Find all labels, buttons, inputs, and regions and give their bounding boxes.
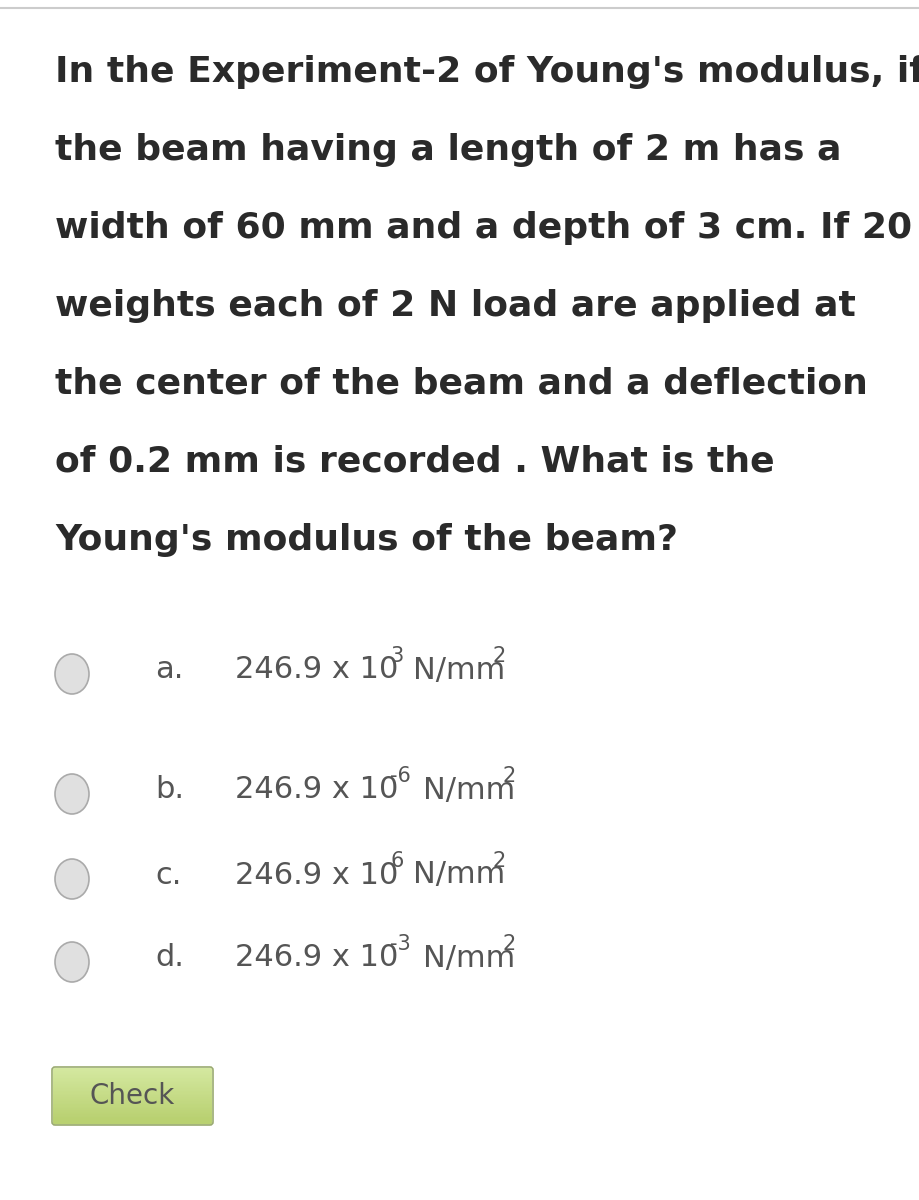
Text: 2: 2	[493, 646, 506, 666]
FancyBboxPatch shape	[53, 1078, 212, 1082]
Ellipse shape	[55, 654, 89, 694]
FancyBboxPatch shape	[53, 1085, 212, 1091]
FancyBboxPatch shape	[53, 1086, 212, 1092]
Text: -6: -6	[390, 766, 411, 786]
FancyBboxPatch shape	[53, 1097, 212, 1103]
Text: 2: 2	[493, 851, 506, 871]
Text: c.: c.	[155, 860, 181, 889]
FancyBboxPatch shape	[53, 1102, 212, 1108]
FancyBboxPatch shape	[53, 1079, 212, 1085]
FancyBboxPatch shape	[53, 1109, 212, 1114]
FancyBboxPatch shape	[53, 1080, 212, 1086]
Text: 246.9 x 10: 246.9 x 10	[235, 775, 398, 804]
FancyBboxPatch shape	[53, 1111, 212, 1117]
FancyBboxPatch shape	[53, 1103, 212, 1109]
FancyBboxPatch shape	[53, 1117, 212, 1123]
Text: N/mm: N/mm	[423, 775, 516, 804]
Ellipse shape	[55, 774, 89, 814]
FancyBboxPatch shape	[53, 1118, 212, 1124]
FancyBboxPatch shape	[53, 1092, 212, 1097]
FancyBboxPatch shape	[53, 1114, 212, 1120]
FancyBboxPatch shape	[53, 1069, 212, 1075]
FancyBboxPatch shape	[53, 1070, 212, 1076]
Text: the center of the beam and a deflection: the center of the beam and a deflection	[55, 367, 868, 401]
Text: b.: b.	[155, 775, 184, 804]
FancyBboxPatch shape	[53, 1090, 212, 1096]
FancyBboxPatch shape	[53, 1096, 212, 1102]
FancyBboxPatch shape	[53, 1110, 212, 1115]
Text: Check: Check	[90, 1082, 176, 1110]
FancyBboxPatch shape	[53, 1116, 212, 1122]
FancyBboxPatch shape	[53, 1087, 212, 1093]
FancyBboxPatch shape	[53, 1088, 212, 1094]
FancyBboxPatch shape	[53, 1081, 212, 1087]
FancyBboxPatch shape	[53, 1099, 212, 1105]
FancyBboxPatch shape	[53, 1084, 212, 1090]
Text: of 0.2 mm is recorded . What is the: of 0.2 mm is recorded . What is the	[55, 445, 775, 479]
Text: 6: 6	[390, 851, 403, 871]
Text: 2: 2	[503, 934, 516, 954]
FancyBboxPatch shape	[53, 1072, 212, 1078]
Text: a.: a.	[155, 655, 184, 684]
FancyBboxPatch shape	[53, 1075, 212, 1081]
Text: In the Experiment-2 of Young's modulus, if: In the Experiment-2 of Young's modulus, …	[55, 55, 919, 89]
Text: 2: 2	[503, 766, 516, 786]
FancyBboxPatch shape	[53, 1106, 212, 1112]
Ellipse shape	[55, 942, 89, 982]
Text: weights each of 2 N load are applied at: weights each of 2 N load are applied at	[55, 289, 856, 323]
FancyBboxPatch shape	[53, 1105, 212, 1111]
FancyBboxPatch shape	[53, 1100, 212, 1106]
Text: 246.9 x 10: 246.9 x 10	[235, 943, 398, 972]
FancyBboxPatch shape	[53, 1073, 212, 1079]
Text: Young's modulus of the beam?: Young's modulus of the beam?	[55, 523, 678, 557]
Text: N/mm: N/mm	[413, 655, 505, 684]
FancyBboxPatch shape	[53, 1115, 212, 1121]
Text: d.: d.	[155, 943, 184, 972]
Text: 246.9 x 10: 246.9 x 10	[235, 655, 398, 684]
Text: 246.9 x 10: 246.9 x 10	[235, 860, 398, 889]
Text: 3: 3	[390, 646, 403, 666]
FancyBboxPatch shape	[53, 1094, 212, 1099]
Ellipse shape	[55, 859, 89, 899]
Text: N/mm: N/mm	[423, 943, 516, 972]
Text: -3: -3	[390, 934, 411, 954]
FancyBboxPatch shape	[53, 1098, 212, 1104]
FancyBboxPatch shape	[53, 1112, 212, 1118]
Text: the beam having a length of 2 m has a: the beam having a length of 2 m has a	[55, 133, 842, 167]
FancyBboxPatch shape	[53, 1104, 212, 1110]
FancyBboxPatch shape	[53, 1093, 212, 1098]
FancyBboxPatch shape	[53, 1082, 212, 1088]
FancyBboxPatch shape	[53, 1074, 212, 1080]
FancyBboxPatch shape	[53, 1068, 212, 1074]
Text: width of 60 mm and a depth of 3 cm. If 20: width of 60 mm and a depth of 3 cm. If 2…	[55, 211, 913, 245]
Text: N/mm: N/mm	[413, 860, 505, 889]
